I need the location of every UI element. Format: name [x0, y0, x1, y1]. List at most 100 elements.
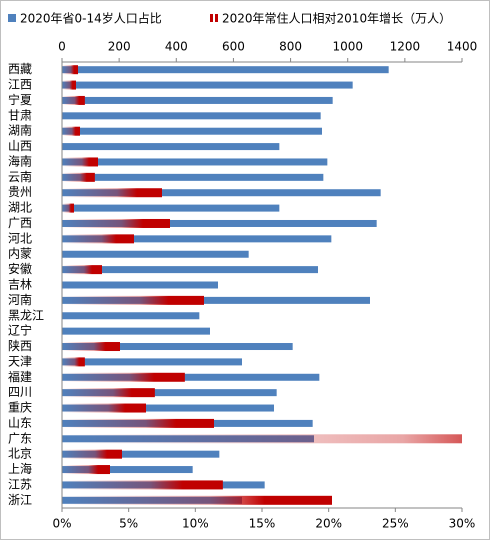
bar — [62, 250, 249, 258]
y-tick-label: 云南 — [8, 169, 32, 184]
y-tick-label: 宁夏 — [8, 92, 32, 107]
bar — [62, 343, 293, 351]
y-tick-label: 广西 — [8, 216, 32, 230]
y-tick-label: 山东 — [8, 416, 32, 430]
y-tick-label: 甘肃 — [8, 108, 32, 122]
y-tick-label: 西藏 — [8, 62, 32, 76]
x2-tick-label: 400 — [165, 40, 188, 54]
y-tick-label: 黑龙江 — [8, 308, 44, 322]
bar — [62, 80, 76, 90]
y-tick-label: 海南 — [8, 153, 32, 168]
bar — [62, 96, 333, 104]
bar — [62, 466, 193, 474]
y-tick-label: 吉林 — [8, 278, 32, 292]
x-tick-label: 5% — [119, 517, 138, 531]
y-tick-label: 天津 — [8, 354, 32, 368]
bar — [62, 327, 210, 335]
bar — [62, 127, 322, 135]
y-tick-label: 重庆 — [8, 401, 32, 415]
x2-tick-label: 200 — [108, 40, 131, 54]
x-tick-label: 30% — [449, 517, 476, 531]
y-tick-label: 湖北 — [8, 200, 32, 215]
y-tick-label: 广东 — [8, 431, 32, 445]
y-tick-label: 浙江 — [8, 493, 32, 507]
bar — [62, 281, 218, 289]
bar — [62, 372, 185, 382]
x-tick-label: 25% — [382, 517, 409, 531]
bar — [62, 235, 332, 243]
bar — [62, 188, 162, 198]
bar — [62, 203, 74, 213]
bar — [62, 404, 274, 412]
y-tick-label: 贵州 — [8, 185, 32, 199]
bar — [62, 373, 320, 381]
bar — [62, 65, 78, 75]
legend-swatch — [210, 14, 213, 22]
bar — [62, 219, 377, 227]
bar — [62, 126, 80, 136]
bar — [62, 296, 370, 304]
bar — [62, 388, 155, 398]
y-tick-label: 四川 — [8, 385, 32, 399]
bar — [62, 66, 389, 74]
y-tick-label: 陕西 — [8, 338, 32, 353]
x2-tick-label: 600 — [222, 40, 245, 54]
y-tick-label: 安徽 — [8, 261, 32, 276]
x-tick-label: 20% — [315, 517, 342, 531]
x-tick-label: 10% — [182, 517, 209, 531]
bar — [62, 495, 332, 505]
bars — [62, 65, 462, 505]
bar — [62, 295, 204, 305]
bar — [62, 266, 318, 274]
bar — [62, 450, 220, 458]
bar — [62, 389, 277, 397]
x-tick-label: 0% — [52, 517, 71, 531]
y-tick-label: 山西 — [8, 139, 32, 153]
bar — [62, 418, 214, 428]
bar — [62, 81, 353, 89]
y-tick-label: 辽宁 — [8, 323, 32, 338]
bar — [62, 234, 134, 244]
bar — [62, 189, 381, 197]
y-tick-label: 江苏 — [8, 477, 32, 491]
x2-tick-label: 0 — [58, 40, 66, 54]
bar — [62, 465, 110, 475]
bar — [62, 143, 280, 151]
legend-swatch — [8, 14, 16, 22]
bar — [62, 112, 321, 120]
bar — [62, 204, 280, 212]
y-tick-label: 湖南 — [8, 123, 32, 138]
bar — [62, 265, 102, 275]
bar — [62, 218, 170, 228]
legend-swatch — [215, 14, 218, 22]
x2-tick-label: 1200 — [390, 40, 421, 54]
y-tick-label: 福建 — [8, 369, 32, 384]
bar — [62, 173, 324, 181]
y-tick-label: 河南 — [8, 292, 32, 307]
y-tick-label: 北京 — [8, 447, 32, 461]
bar — [62, 172, 95, 182]
legend-label: 2020年省0-14岁人口占比 — [20, 11, 162, 26]
legend: 2020年省0-14岁人口占比 2020年常住人口相对2010年增长（万人） — [8, 11, 451, 26]
bar — [62, 358, 242, 366]
bar — [62, 357, 85, 367]
bar — [62, 95, 85, 105]
bar — [62, 449, 122, 459]
bar — [62, 312, 200, 320]
x2-tick-label: 1000 — [332, 40, 363, 54]
bar — [62, 403, 146, 413]
bar — [62, 157, 98, 167]
x2-tick-label: 1400 — [447, 40, 478, 54]
y-tick-label: 内蒙 — [8, 247, 32, 261]
legend-label: 2020年常住人口相对2010年增长（万人） — [222, 12, 451, 26]
y-tick-label: 河北 — [8, 231, 32, 245]
bar — [62, 158, 328, 166]
y-tick-label: 上海 — [8, 461, 32, 476]
bar — [62, 434, 462, 444]
x-tick-label: 15% — [249, 517, 276, 531]
plot-area: 0% 5% 10% 15% 20% 25% 30% 0 200 400 600 800 1000 1200… — [8, 40, 478, 531]
y-tick-label: 江西 — [8, 78, 32, 92]
bar — [62, 480, 223, 490]
bar — [62, 342, 120, 352]
